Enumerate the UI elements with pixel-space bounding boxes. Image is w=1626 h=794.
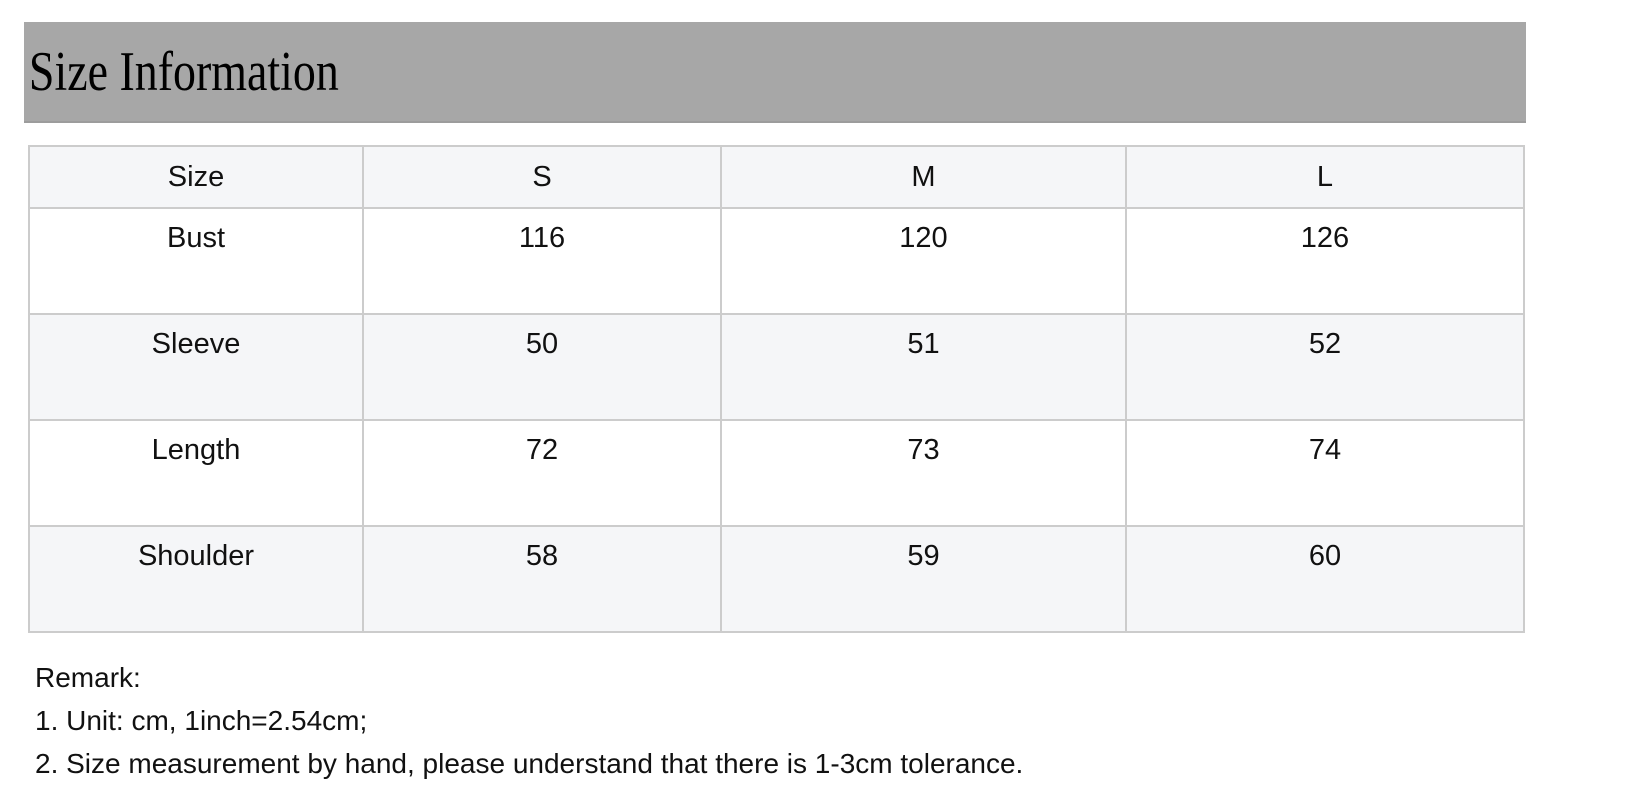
row-label-length: Length xyxy=(28,419,364,527)
remark-heading: Remark: xyxy=(35,662,141,693)
sleeve-value-m: 51 xyxy=(720,313,1127,421)
bust-value-m: 120 xyxy=(720,207,1127,315)
shoulder-value-l: 60 xyxy=(1125,525,1525,633)
remark-line-unit: 1. Unit: cm, 1inch=2.54cm; xyxy=(35,705,368,736)
column-header-size: Size xyxy=(28,145,364,209)
remark-line-tolerance: 2. Size measurement by hand, please unde… xyxy=(35,748,1024,779)
table-row-length: Length 72 73 74 xyxy=(28,419,1525,527)
length-value-m: 73 xyxy=(720,419,1127,527)
table-row-bust: Bust 116 120 126 xyxy=(28,207,1525,315)
length-value-s: 72 xyxy=(362,419,722,527)
column-header-l: L xyxy=(1125,145,1525,209)
bust-value-l: 126 xyxy=(1125,207,1525,315)
column-header-m: M xyxy=(720,145,1127,209)
length-value-l: 74 xyxy=(1125,419,1525,527)
column-header-s: S xyxy=(362,145,722,209)
remark-section: Remark: 1. Unit: cm, 1inch=2.54cm; 2. Si… xyxy=(35,656,1023,785)
sleeve-value-s: 50 xyxy=(362,313,722,421)
table-header-row: Size S M L xyxy=(28,145,1525,209)
row-label-sleeve: Sleeve xyxy=(28,313,364,421)
shoulder-value-m: 59 xyxy=(720,525,1127,633)
sleeve-value-l: 52 xyxy=(1125,313,1525,421)
table-row-sleeve: Sleeve 50 51 52 xyxy=(28,313,1525,421)
row-label-shoulder: Shoulder xyxy=(28,525,364,633)
row-label-bust: Bust xyxy=(28,207,364,315)
shoulder-value-s: 58 xyxy=(362,525,722,633)
size-information-banner: Size Information xyxy=(24,22,1526,123)
table-row-shoulder: Shoulder 58 59 60 xyxy=(28,525,1525,633)
page-title: Size Information xyxy=(28,40,339,103)
bust-value-s: 116 xyxy=(362,207,722,315)
size-chart-table: Size S M L Bust 116 120 126 Sleeve 50 51… xyxy=(28,145,1525,633)
